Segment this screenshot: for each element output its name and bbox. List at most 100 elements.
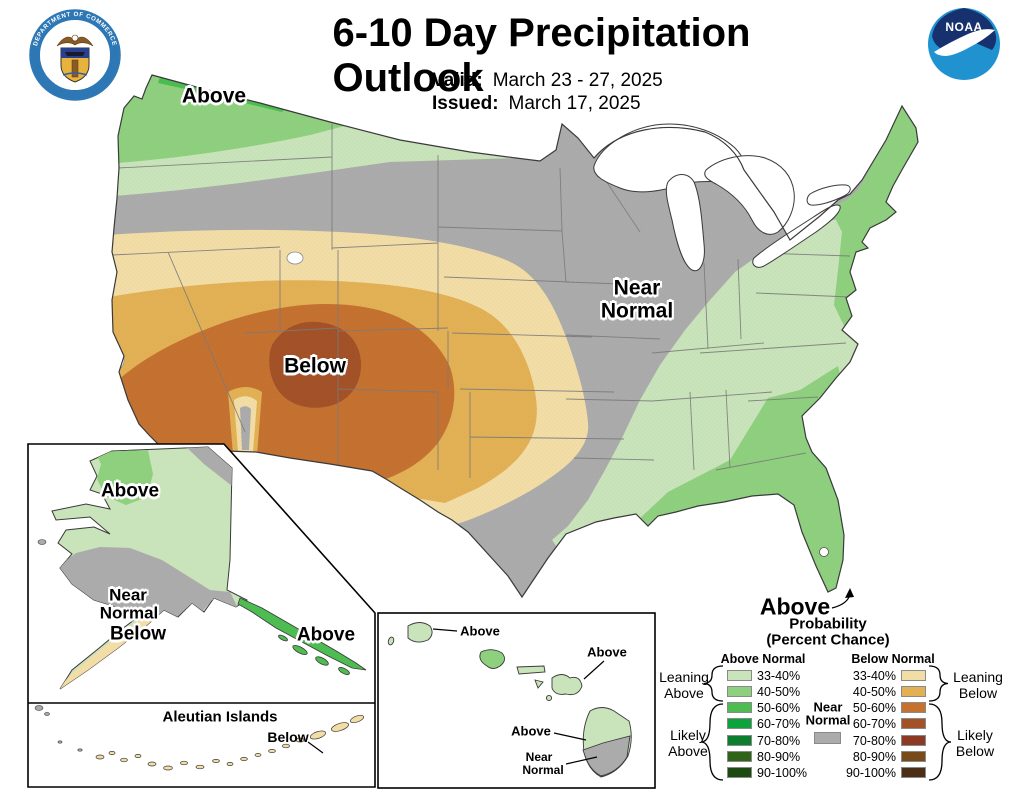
hawaii-label-maui: Above: [587, 644, 627, 660]
alaska-label-normal: Normal: [99, 603, 159, 623]
lake-okeechobee: [819, 547, 829, 557]
hawaii-label-big-island-above: Above: [511, 723, 551, 739]
legend-likely-above-line2: Above: [668, 743, 708, 759]
alaska-label-above-nw: Above: [100, 480, 160, 502]
legend-range-below-1: 40-50%: [852, 685, 896, 699]
legend-braces: [700, 665, 952, 781]
alaska-above-northwest: [95, 450, 153, 505]
lanai: [534, 679, 544, 689]
aleutian-islands: [95, 714, 365, 771]
legend-swatch-above-40-50: [727, 686, 752, 697]
page-title: 6-10 Day Precipitation Outlook: [332, 11, 751, 100]
legend-swatch-above-90-100: [727, 767, 752, 778]
legend-swatch-below-70-80: [901, 735, 926, 746]
valid-line: Valid: March 23 - 27, 2025: [432, 70, 663, 92]
legend-swatch-below-33-40: [901, 670, 926, 681]
legend-likely-below-line1: Likely: [957, 727, 993, 743]
legend-range-below-0: 33-40%: [852, 669, 896, 683]
bering-island: [37, 539, 47, 545]
legend-near-line1: Near: [813, 699, 843, 715]
legend-range-above-0: 33-40%: [757, 669, 801, 683]
legend-swatch-below-50-60: [901, 702, 926, 713]
legend-swatch-below-60-70: [901, 718, 926, 729]
conus-label-above: Above: [181, 84, 247, 108]
legend-range-below-2: 50-60%: [852, 701, 896, 715]
lake-huron: [704, 155, 795, 235]
state-borders: [112, 124, 851, 478]
conus-label-near: Near: [613, 276, 661, 300]
lake-michigan: [665, 174, 705, 272]
legend-range-below-4: 70-80%: [852, 734, 896, 748]
legend-swatch-above-33-40: [727, 670, 752, 681]
big-island-near-normal: [582, 735, 631, 777]
legend-below-header: Below Normal: [851, 651, 935, 666]
legend-leaning-below-line1: Leaning: [953, 669, 1003, 685]
lake-ontario: [806, 184, 851, 206]
hawaii-label-near: Near: [525, 750, 553, 764]
molokai: [516, 665, 546, 675]
legend-swatch-above-50-60: [727, 702, 752, 713]
maui: [551, 674, 583, 696]
legend-swatch-below-40-50: [901, 686, 926, 697]
hawaii-label-normal: Normal: [522, 763, 564, 777]
alaska-label-below: Below: [110, 623, 166, 645]
issued-label: Issued:: [432, 93, 499, 114]
legend-near-line2: Normal: [805, 712, 851, 728]
niihau: [387, 636, 395, 646]
legend-above-header: Above Normal: [720, 651, 806, 666]
brace-likely-below: [928, 703, 952, 781]
noaa-seagull-icon: [934, 29, 995, 56]
great-salt-lake: [286, 251, 304, 265]
legend-leaning-above-line1: Leaning: [659, 669, 709, 685]
aleutian-gray-islands: [34, 705, 83, 752]
legend-leaning-below-line2: Below: [958, 685, 998, 701]
hawaii-label-kauai: Above: [460, 623, 500, 639]
legend-likely-above-line1: Likely: [670, 727, 706, 743]
legend-swatch-near-normal: [814, 732, 841, 744]
alaska-label-near: Near: [109, 585, 147, 605]
hawaii-pointers: [432, 628, 605, 765]
great-lakes: [593, 123, 851, 272]
legend-swatch-below-90-100: [901, 767, 926, 778]
aleutian-title: Aleutian Islands: [162, 708, 278, 726]
alaska-inset: [27, 443, 376, 788]
brace-leaning-below: [928, 665, 949, 702]
alaska-label-above-se: Above: [296, 624, 356, 646]
legend-range-above-3: 60-70%: [757, 717, 801, 731]
hawaii-inset: [377, 612, 656, 789]
kauai: [407, 622, 433, 643]
brace-leaning-above: [703, 665, 724, 702]
legend-likely-below-line2: Below: [955, 743, 995, 759]
hawaii-inset-box: [377, 612, 656, 789]
legend-above-arrow: [831, 588, 854, 609]
legend-above-callout: Above: [759, 593, 831, 620]
conus-outline: [111, 74, 919, 599]
conus-label-below: Below: [284, 354, 346, 378]
valid-label: Valid:: [432, 70, 483, 91]
issued-value: March 17, 2025: [508, 93, 641, 114]
oahu: [479, 649, 505, 669]
legend-range-above-5: 80-90%: [757, 750, 801, 764]
legend-range-below-6: 90-100%: [845, 766, 896, 780]
legend-title-line1: Probability: [789, 615, 867, 633]
conus-label-normal: Normal: [600, 299, 674, 323]
brace-likely-above: [700, 703, 724, 781]
legend-title-line2: (Percent Chance): [766, 631, 890, 649]
legend-range-below-5: 80-90%: [852, 750, 896, 764]
noaa-logo-text: NOAA: [945, 20, 982, 34]
doc-seal-eagle: [56, 34, 94, 47]
legend-range-above-6: 90-100%: [757, 766, 808, 780]
issued-line: Issued: March 17, 2025: [432, 93, 641, 115]
aleutian-below-pointer: [307, 741, 324, 754]
alaska-panhandle: [237, 597, 367, 675]
legend-swatch-above-60-70: [727, 718, 752, 729]
legend-swatch-above-70-80: [727, 735, 752, 746]
legend-range-above-1: 40-50%: [757, 685, 801, 699]
valid-value: March 23 - 27, 2025: [492, 70, 663, 91]
noaa-logo: NOAA: [928, 8, 1000, 80]
legend-range-above-4: 70-80%: [757, 734, 801, 748]
legend-swatch-below-80-90: [901, 751, 926, 762]
kahoolawe: [545, 694, 553, 702]
